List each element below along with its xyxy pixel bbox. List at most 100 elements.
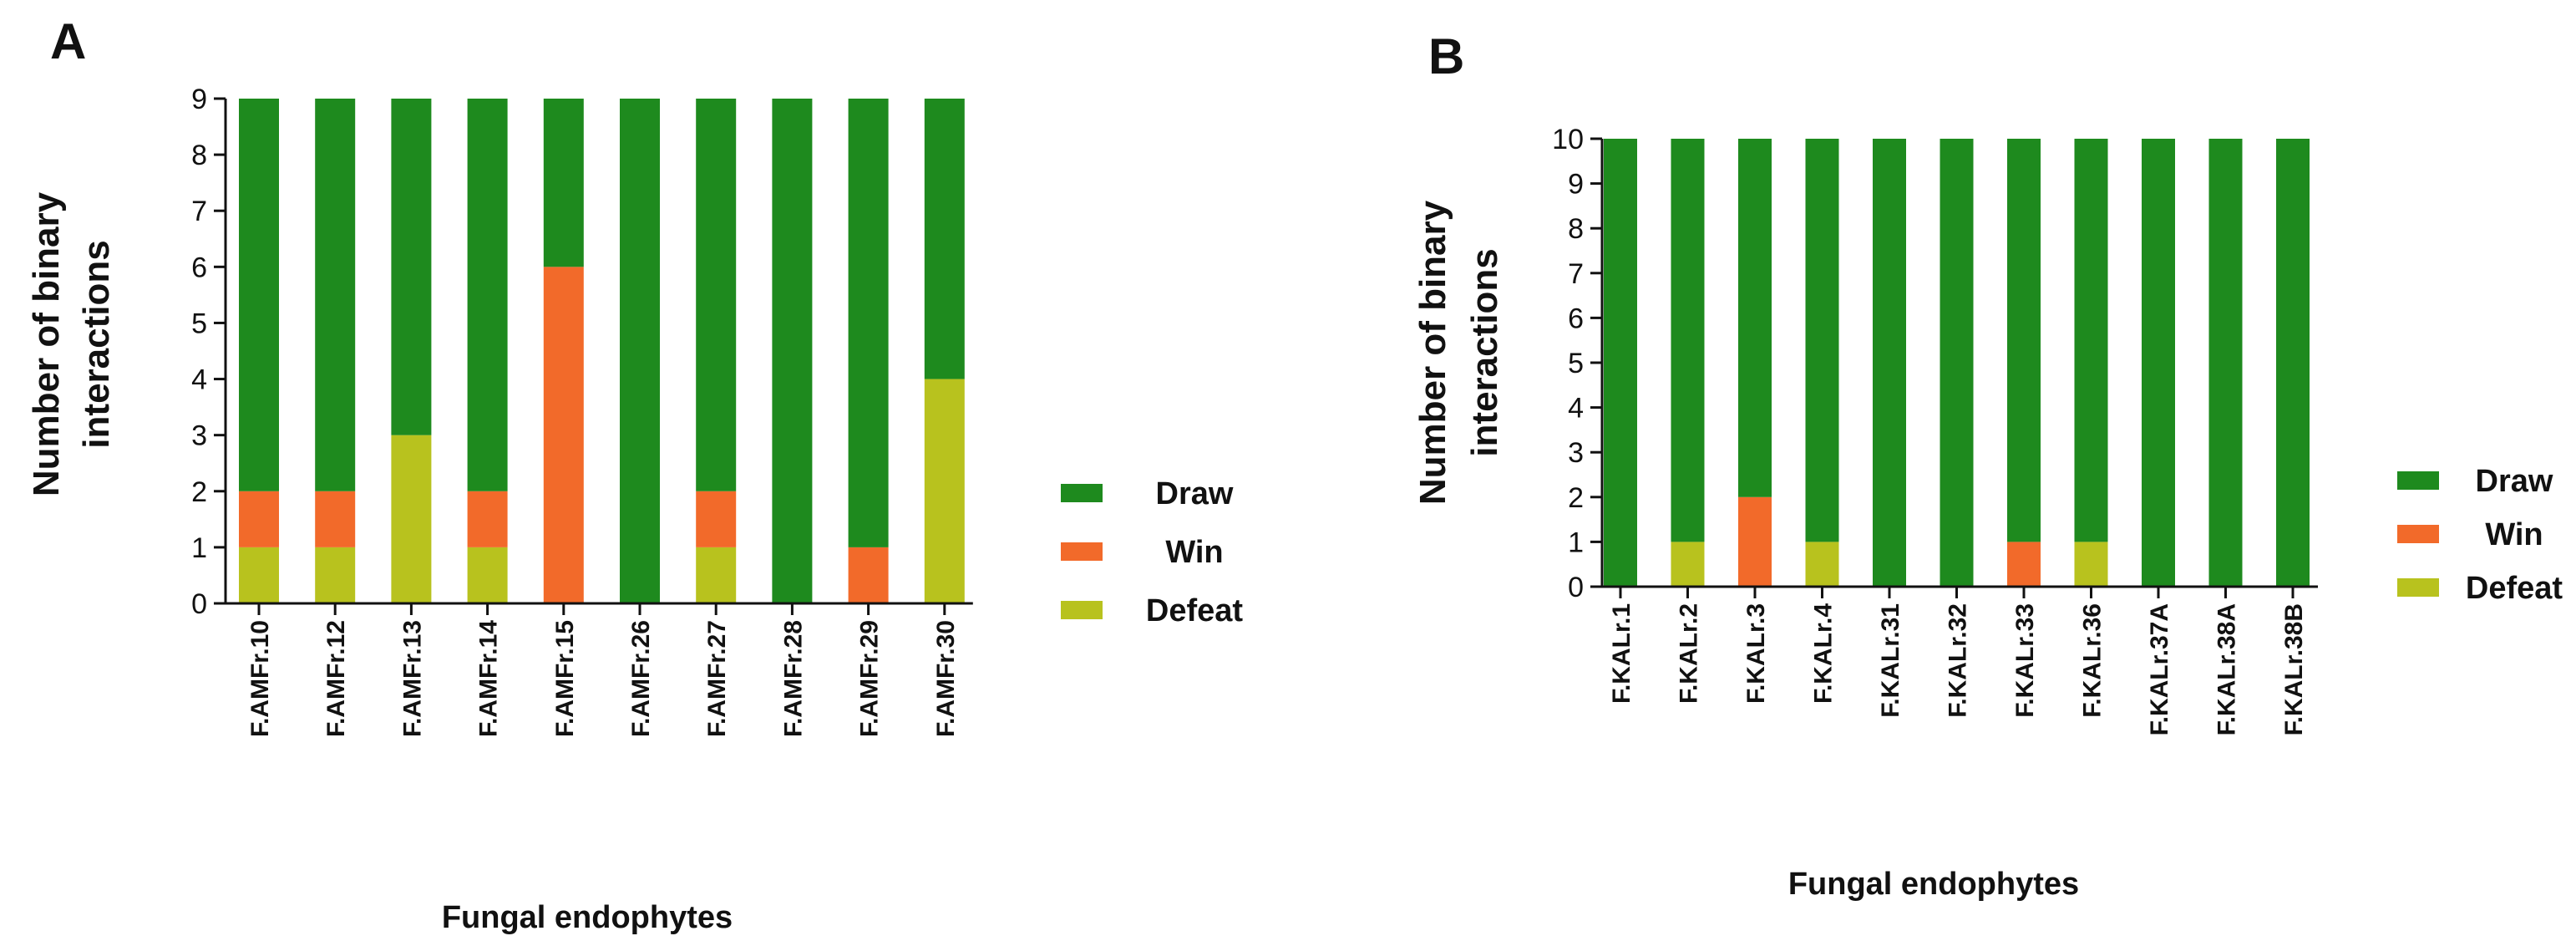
- panel-a-chart: A Number of binary interactions Fungal e…: [26, 13, 1243, 935]
- y-tick-label: 7: [1568, 258, 1584, 290]
- bar-segment-draw: [2208, 139, 2243, 587]
- y-tick-label: 6: [1568, 303, 1584, 334]
- panel-a-bars: [239, 99, 965, 603]
- bar-segment-defeat: [391, 435, 432, 603]
- bar-segment-draw: [924, 99, 965, 379]
- panel-b-y-title-line2: interactions: [1464, 248, 1505, 456]
- x-tick-label: F.KALr.1: [1608, 603, 1635, 704]
- panel-b-chart: B Number of binary interactions Fungal e…: [1412, 28, 2563, 902]
- panel-b-y-title-line1: Number of binary: [1412, 200, 1453, 505]
- legend-label-defeat: Defeat: [2466, 571, 2563, 606]
- bar-segment-win: [467, 491, 508, 547]
- bar-segment-defeat: [467, 547, 508, 603]
- bar-segment-draw: [2276, 139, 2310, 587]
- bar-segment-defeat: [2074, 542, 2108, 587]
- legend-label-draw: Draw: [2476, 464, 2553, 499]
- bar-segment-draw: [696, 99, 737, 491]
- x-tick-label: F.AMFr.27: [703, 620, 731, 737]
- y-tick-label: 8: [191, 140, 207, 171]
- x-tick-label: F.KALr.37A: [2146, 603, 2173, 735]
- x-tick-label: F.KALr.31: [1877, 603, 1904, 718]
- x-tick-label: F.AMFr.30: [932, 620, 960, 737]
- bar-segment-win: [1738, 496, 1772, 587]
- legend-label-defeat: Defeat: [1146, 593, 1243, 628]
- x-tick-label: F.AMFr.15: [551, 620, 579, 737]
- y-tick-label: 2: [1568, 482, 1584, 514]
- panel-a-x-title: Fungal endophytes: [442, 900, 733, 935]
- panel-a-letter: A: [50, 13, 86, 69]
- y-tick-label: 3: [191, 420, 207, 452]
- x-tick-label: F.KALr.36: [2079, 603, 2107, 718]
- y-tick-label: 7: [191, 196, 207, 227]
- panel-a-y-title-line2: interactions: [76, 240, 117, 448]
- x-tick-label: F.KALr.38A: [2213, 603, 2241, 735]
- y-tick-label: 2: [191, 476, 207, 508]
- y-tick-label: 9: [191, 84, 207, 115]
- panel-b-x-axis: F.KALr.1 F.KALr.2 F.KALr.3 F.KALr.4 F.KALr.3…: [1602, 585, 2318, 735]
- legend-label-win: Win: [1165, 535, 1223, 570]
- bar-segment-draw: [1671, 139, 1705, 542]
- bar-segment-draw: [391, 99, 432, 435]
- y-tick-label: 5: [191, 308, 207, 339]
- panel-b-legend: Draw Win Defeat: [2397, 464, 2563, 606]
- y-tick-label: 4: [191, 364, 207, 396]
- bar-segment-win: [2007, 542, 2041, 587]
- x-tick-label: F.AMFr.28: [779, 620, 807, 737]
- x-tick-label: F.AMFr.10: [246, 620, 274, 737]
- bar-segment-win: [543, 267, 584, 603]
- y-tick-label: 4: [1568, 393, 1584, 425]
- legend-swatch-draw: [2397, 471, 2439, 490]
- legend-swatch-defeat: [1061, 601, 1103, 619]
- x-tick-label: F.KALr.2: [1676, 603, 1703, 704]
- y-tick-label: 0: [1568, 572, 1584, 603]
- bar-segment-defeat: [696, 547, 737, 603]
- bar-segment-defeat: [1805, 542, 1839, 587]
- bar-segment-draw: [772, 99, 813, 603]
- bar-segment-draw: [1805, 139, 1839, 542]
- legend-label-draw: Draw: [1156, 476, 1234, 511]
- bar-segment-draw: [620, 99, 660, 603]
- y-tick-label: 8: [1568, 213, 1584, 245]
- x-tick-label: F.AMFr.13: [398, 620, 426, 737]
- panel-b-y-axis: 0 1 2 3 4 5 6 7 8 9 10: [1552, 124, 1604, 603]
- panel-a-x-axis: F.AMFr.10 F.AMFr.12 F.AMFr.13 F.AMFr.14 F.AM…: [226, 602, 973, 737]
- y-tick-label: 9: [1568, 169, 1584, 201]
- bar-segment-draw: [315, 99, 356, 491]
- x-tick-label: F.AMFr.29: [856, 620, 884, 737]
- x-tick-label: F.KALr.3: [1742, 603, 1770, 704]
- x-tick-label: F.KALr.4: [1810, 603, 1838, 704]
- y-tick-label: 6: [191, 252, 207, 283]
- bar-segment-win: [848, 547, 889, 603]
- bar-segment-defeat: [1671, 542, 1705, 587]
- bar-segment-draw: [2007, 139, 2041, 542]
- bar-segment-win: [239, 491, 279, 547]
- legend-swatch-win: [2397, 525, 2439, 543]
- x-tick-label: F.KALr.38B: [2280, 603, 2308, 735]
- bar-segment-draw: [2142, 139, 2175, 587]
- x-tick-label: F.KALr.32: [1945, 603, 1972, 718]
- y-tick-label: 1: [191, 532, 207, 564]
- bar-segment-defeat: [239, 547, 279, 603]
- bar-segment-draw: [1604, 139, 1637, 587]
- panel-a-legend: Draw Win Defeat: [1061, 476, 1243, 628]
- legend-swatch-defeat: [2397, 578, 2439, 597]
- bar-segment-defeat: [924, 379, 965, 603]
- panel-a-y-title-line1: Number of binary: [26, 191, 67, 496]
- panel-a-y-axis: 0 1 2 3 4 5 6 7 8 9: [191, 84, 227, 620]
- bar-segment-draw: [543, 99, 584, 267]
- bar-segment-win: [696, 491, 737, 547]
- x-tick-label: F.KALr.33: [2011, 603, 2039, 718]
- bar-segment-draw: [1873, 139, 1906, 587]
- bar-segment-draw: [239, 99, 279, 491]
- x-tick-label: F.AMFr.14: [475, 620, 503, 737]
- bar-segment-draw: [2074, 139, 2108, 542]
- bar-segment-defeat: [315, 547, 356, 603]
- legend-swatch-draw: [1061, 484, 1103, 502]
- y-tick-label: 1: [1568, 526, 1584, 558]
- x-tick-label: F.AMFr.26: [627, 620, 655, 737]
- bar-segment-draw: [848, 99, 889, 547]
- panel-b-x-title: Fungal endophytes: [1788, 867, 2079, 902]
- x-tick-label: F.AMFr.12: [322, 620, 350, 737]
- y-tick-label: 10: [1552, 124, 1584, 155]
